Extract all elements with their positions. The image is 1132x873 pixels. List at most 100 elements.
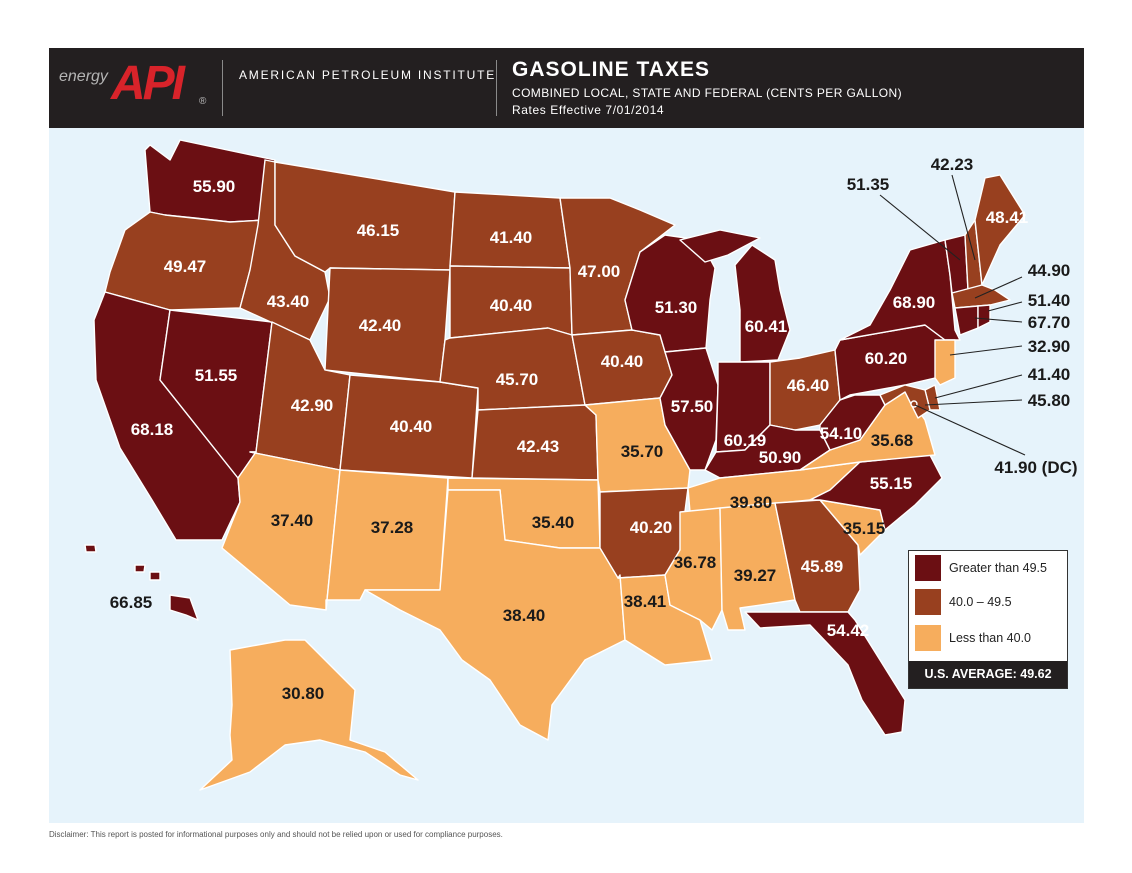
state-NC: [809, 454, 943, 531]
label-KY: 50.90: [759, 448, 802, 467]
label-MT: 46.15: [357, 221, 400, 240]
label-VT: 51.35: [847, 175, 890, 194]
map-legend: Greater than 49.5 40.0 – 49.5 Less than …: [908, 550, 1068, 689]
page-subtitle: COMBINED LOCAL, STATE AND FEDERAL (CENTS…: [512, 86, 902, 100]
logo-energy-text: energy: [59, 68, 108, 85]
state-MI-UP: [679, 229, 761, 263]
label-LA: 38.41: [624, 592, 667, 611]
leader-line: [987, 301, 1023, 312]
label-WY: 42.40: [359, 316, 402, 335]
label-HI: 66.85: [110, 593, 153, 612]
label-SC: 35.15: [843, 519, 886, 538]
label-NV: 51.55: [195, 366, 238, 385]
label-UT: 42.90: [291, 396, 334, 415]
state-CT: [954, 305, 979, 336]
state-AK: [199, 639, 419, 791]
state-ME: [974, 174, 1026, 286]
label-CT: 67.70: [1028, 313, 1071, 332]
state-labels: 55.90 49.47 68.18 51.55 43.40 46.15 42.4…: [110, 155, 1078, 703]
label-WA: 55.90: [193, 177, 236, 196]
label-IA: 40.40: [601, 352, 644, 371]
leader-line: [914, 404, 1026, 456]
us-average: U.S. AVERAGE: 49.62: [909, 661, 1067, 688]
legend-swatch-mid: [915, 589, 941, 615]
state-TX: [364, 489, 626, 741]
label-DE: 41.40: [1028, 365, 1071, 384]
label-GA: 45.89: [801, 557, 844, 576]
legend-item-low: Less than 40.0: [915, 625, 1065, 651]
legend-label-low: Less than 40.0: [949, 631, 1032, 645]
registered-mark: ®: [199, 96, 207, 107]
state-NM: [325, 469, 449, 611]
state-FL: [744, 611, 906, 736]
leader-line: [934, 374, 1023, 399]
label-MI: 60.41: [745, 317, 788, 336]
label-MA: 44.90: [1028, 261, 1071, 280]
label-IL: 57.50: [671, 397, 714, 416]
leader-line: [949, 345, 1023, 356]
label-DC: 41.90 (DC): [994, 458, 1077, 477]
state-IL: [659, 347, 719, 471]
state-CO: [339, 374, 479, 479]
leader-line: [879, 194, 961, 261]
label-AR: 40.20: [630, 518, 673, 537]
disclaimer: Disclaimer: This report is posted for in…: [49, 830, 503, 839]
label-WI: 51.30: [655, 298, 698, 317]
label-ID: 43.40: [267, 292, 310, 311]
legend-item-high: Greater than 49.5: [915, 555, 1065, 581]
state-NJ: [934, 339, 956, 386]
label-ME: 48.41: [986, 208, 1029, 227]
state-RI: [977, 304, 991, 329]
label-NC: 55.15: [870, 474, 913, 493]
label-MS: 36.78: [674, 553, 717, 572]
label-OK: 35.40: [532, 513, 575, 532]
label-MD: 45.80: [1028, 391, 1071, 410]
label-NH: 42.23: [931, 155, 974, 174]
state-MI: [734, 244, 791, 363]
api-logo: energy API ®: [59, 56, 209, 118]
label-WV: 54.10: [820, 424, 863, 443]
organization-name: AMERICAN PETROLEUM INSTITUTE: [239, 68, 497, 82]
header-divider: [496, 60, 497, 116]
label-OH: 46.40: [787, 376, 830, 395]
label-IN: 60.19: [724, 431, 767, 450]
effective-date: Rates Effective 7/01/2014: [512, 103, 665, 117]
leader-line: [951, 174, 976, 261]
state-HI: [84, 544, 199, 621]
legend-swatch-low: [915, 625, 941, 651]
leader-line: [974, 317, 1023, 323]
header-divider: [222, 60, 223, 116]
label-MO: 35.70: [621, 442, 664, 461]
label-OR: 49.47: [164, 257, 207, 276]
label-CA: 68.18: [131, 420, 174, 439]
header-banner: energy API ® AMERICAN PETROLEUM INSTITUT…: [49, 48, 1084, 128]
legend-label-mid: 40.0 – 49.5: [949, 595, 1012, 609]
label-MN: 47.00: [578, 262, 621, 281]
label-NM: 37.28: [371, 518, 414, 537]
label-ND: 41.40: [490, 228, 533, 247]
label-KS: 42.43: [517, 437, 560, 456]
legend-label-high: Greater than 49.5: [949, 561, 1047, 575]
legend-item-mid: 40.0 – 49.5: [915, 589, 1065, 615]
legend-swatch-high: [915, 555, 941, 581]
label-SD: 40.40: [490, 296, 533, 315]
label-TN: 39.80: [730, 493, 773, 512]
leader-line: [924, 399, 1023, 406]
leader-line: [974, 276, 1023, 299]
label-CO: 40.40: [390, 417, 433, 436]
state-MD: [879, 384, 931, 419]
leader-lines: [879, 174, 1026, 456]
label-PA: 60.20: [865, 349, 908, 368]
label-VA: 35.68: [871, 431, 914, 450]
label-NE: 45.70: [496, 370, 539, 389]
state-NY: [839, 239, 961, 341]
logo-api-mark: API: [111, 57, 185, 110]
label-NY: 68.90: [893, 293, 936, 312]
label-AZ: 37.40: [271, 511, 314, 530]
label-AL: 39.27: [734, 566, 777, 585]
page-title: GASOLINE TAXES: [512, 58, 710, 81]
state-MT: [274, 161, 456, 273]
label-AK: 30.80: [282, 684, 325, 703]
state-AZ: [221, 451, 341, 611]
